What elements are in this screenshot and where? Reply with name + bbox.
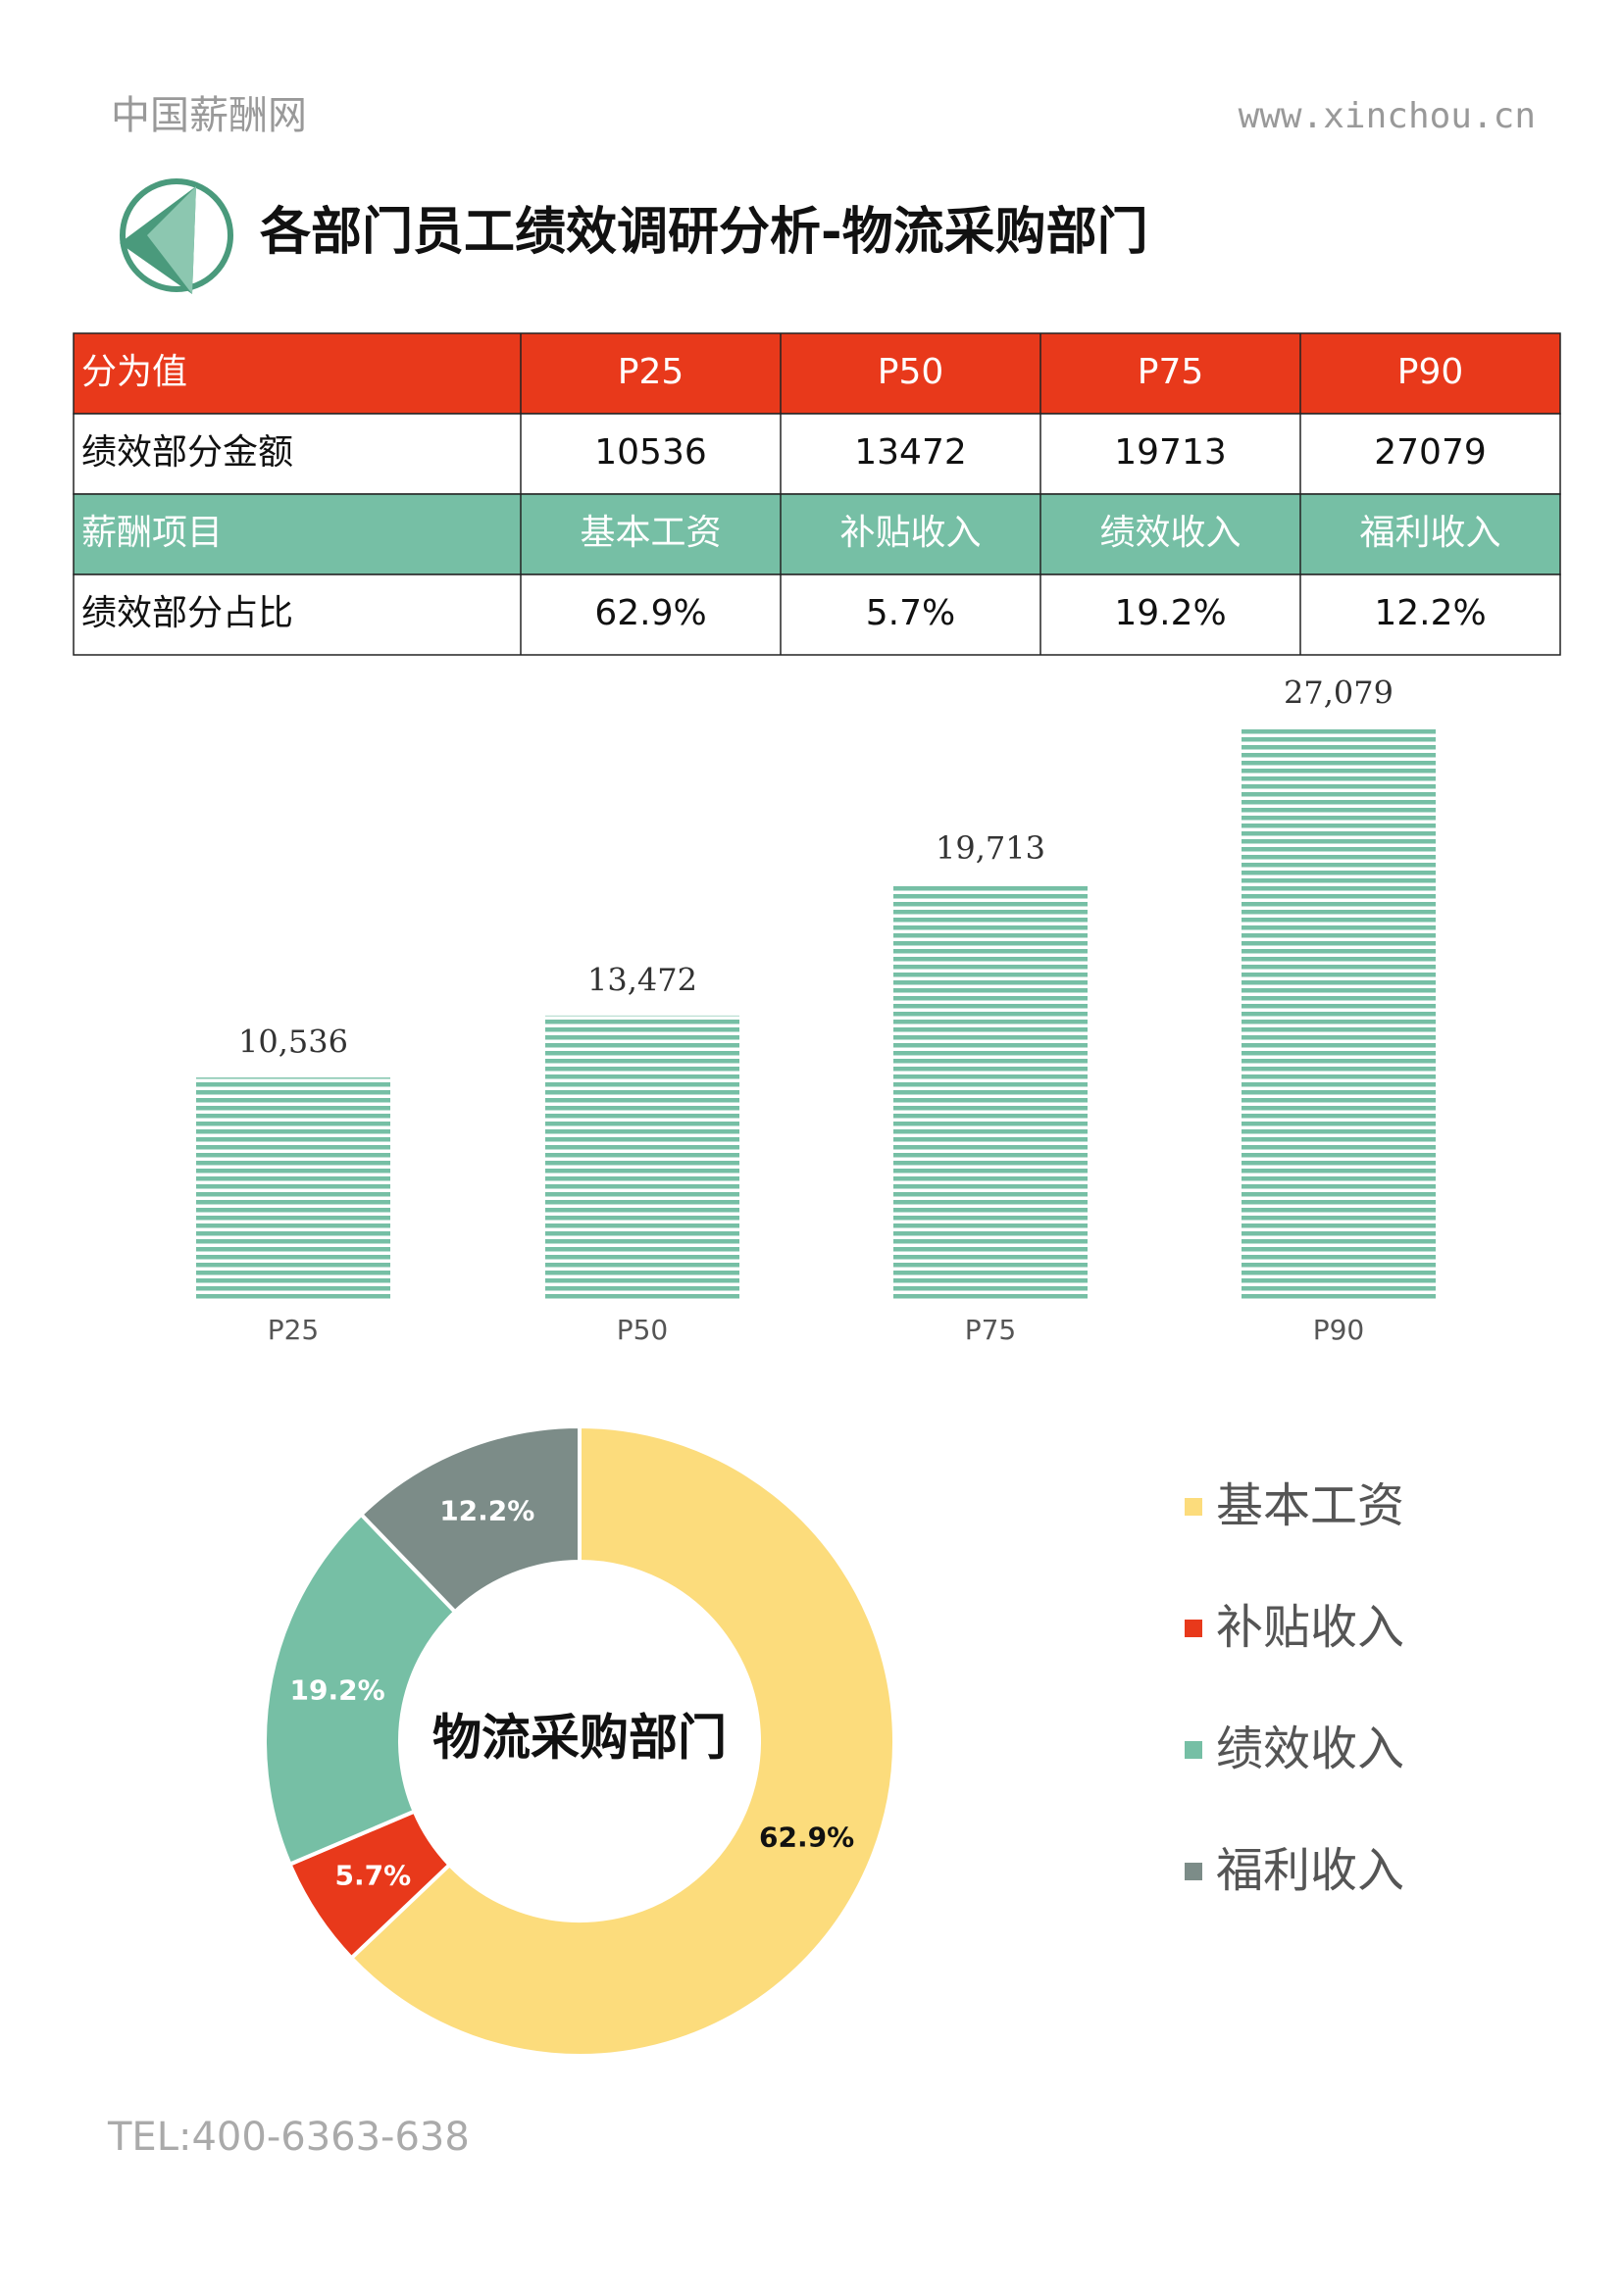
table-cell: 绩效收入	[1099, 513, 1241, 553]
table-cell: 补贴收入	[839, 513, 981, 553]
table: 分为值 P25 P50 P75 P90 绩效部分金额 10536 13472 19713 2707…	[73, 332, 1561, 656]
site-name: 中国薪酬网	[111, 93, 307, 138]
legend-label: 基本工资	[1216, 1478, 1404, 1533]
bar	[196, 1077, 390, 1300]
table-cell: 薪酬项目	[81, 513, 223, 553]
footer-tel: TEL:400-6363-638	[107, 2115, 470, 2160]
legend-label: 补贴收入	[1216, 1600, 1404, 1655]
table-cell: 分为值	[81, 352, 187, 392]
donut-chart: 62.9% 基本工资 5.7% 补贴收入 19.2% 绩效收入 12.2% 福利收入 物流采购部…	[263, 1423, 1404, 2058]
table-cell: 绩效部分占比	[81, 593, 293, 633]
bar	[893, 883, 1088, 1300]
table-cell: 5.7%	[866, 593, 955, 633]
table-cell: 19.2%	[1114, 593, 1226, 633]
table-row	[73, 574, 1561, 656]
slice-label: 19.2%	[290, 1674, 385, 1707]
legend-swatch	[1185, 1741, 1202, 1759]
logo	[120, 178, 233, 294]
center-label: 物流采购部门	[432, 1710, 727, 1767]
table-cell: 13472	[854, 432, 967, 473]
table-cell: P25	[618, 352, 684, 392]
donut-slice	[263, 1511, 458, 1868]
table-cell: 10536	[594, 432, 707, 473]
page-title: 各部门员工绩效调研分析-物流采购部门	[260, 203, 1148, 262]
table-cell: 62.9%	[594, 593, 706, 633]
legend-label: 绩效收入	[1216, 1722, 1404, 1776]
slice-label: 12.2%	[439, 1494, 534, 1526]
table-cell: 19713	[1114, 432, 1227, 473]
x-tick-label: P25	[268, 1314, 320, 1346]
value-label: 27,079	[1284, 674, 1394, 711]
table-cell: 12.2%	[1374, 593, 1486, 633]
table-cell: 绩效部分金额	[81, 432, 293, 473]
table-cell: P75	[1138, 352, 1204, 392]
legend-swatch	[1185, 1620, 1202, 1637]
bar	[545, 1015, 739, 1300]
slice-label: 5.7%	[335, 1859, 412, 1891]
value-label: 19,713	[936, 829, 1045, 867]
table-cell: P50	[878, 352, 944, 392]
value-label: 10,536	[238, 1023, 348, 1061]
legend-swatch	[1185, 1863, 1202, 1880]
x-tick-label: P90	[1313, 1314, 1365, 1346]
bar-chart: 10,536 P25 13,472 P50 19,713 P75 27,079 P90	[196, 674, 1436, 1346]
site-url: www.xinchou.cn	[1239, 96, 1536, 136]
donut-slice	[348, 1423, 896, 2058]
legend-label: 福利收入	[1216, 1843, 1404, 1898]
bar	[1242, 727, 1436, 1300]
table-cell: P90	[1397, 352, 1464, 392]
x-tick-label: P50	[617, 1314, 669, 1346]
table-cell: 基本工资	[580, 513, 721, 553]
slice-label: 62.9%	[759, 1821, 854, 1853]
table-cell: 27079	[1374, 432, 1487, 473]
table-row	[73, 332, 1561, 415]
table-row	[73, 493, 1561, 575]
donut-slice	[358, 1423, 582, 1616]
table-cell: 福利收入	[1359, 513, 1500, 553]
table-row	[73, 413, 1561, 495]
x-tick-label: P75	[965, 1314, 1017, 1346]
value-label: 13,472	[587, 961, 697, 998]
legend-swatch	[1185, 1498, 1202, 1516]
